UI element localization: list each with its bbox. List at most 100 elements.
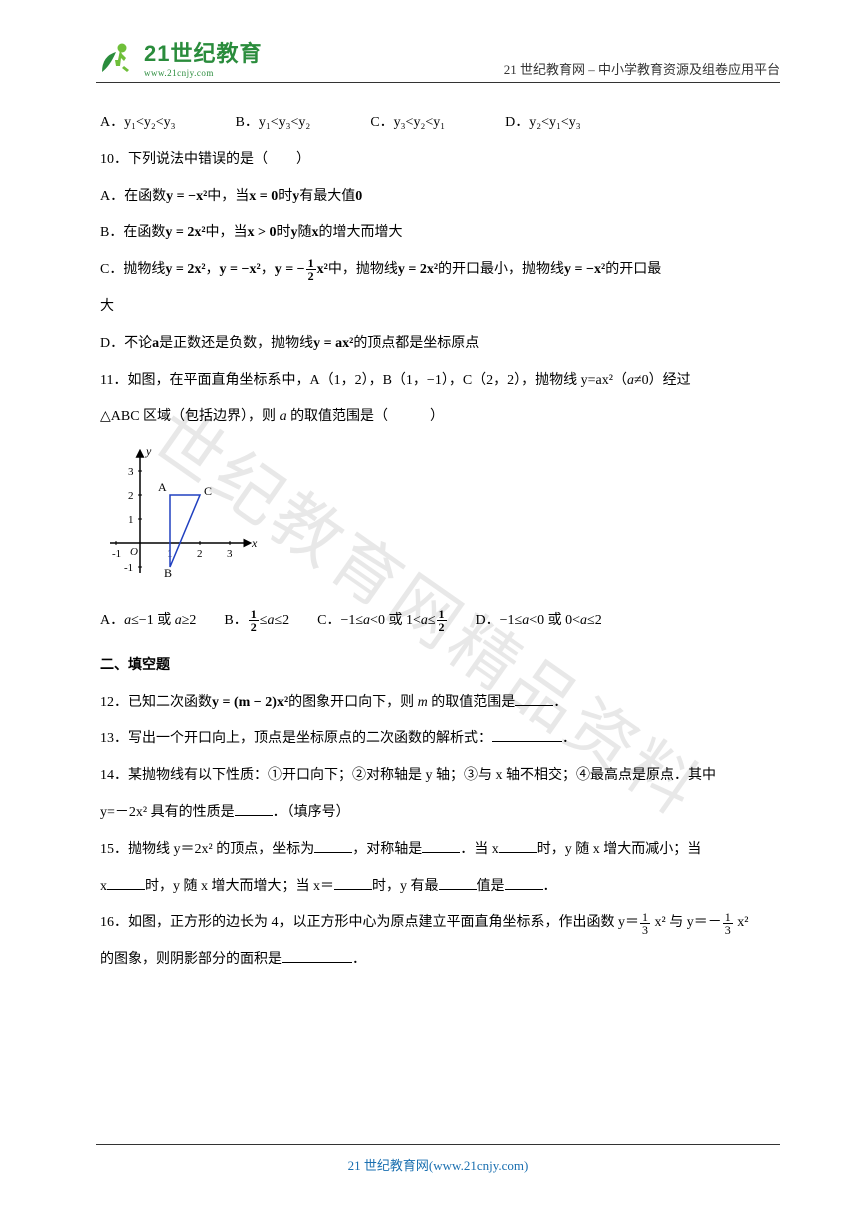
logo: 21世纪教育 www.21cnjy.com xyxy=(96,36,262,78)
text: ．（填序号） xyxy=(273,805,350,820)
text: 的开口最小，抛物线 xyxy=(438,262,564,277)
page-footer: 21 世纪教育网(www.21cnjy.com) xyxy=(96,1144,780,1174)
fraction: 13 xyxy=(640,911,650,936)
q10-stem: 10．下列说法中错误的是（ ） xyxy=(100,145,780,176)
fill-blank[interactable] xyxy=(235,802,273,816)
formula: y = (m − 2)x² xyxy=(212,695,288,710)
svg-text:2: 2 xyxy=(128,490,134,502)
var: a xyxy=(627,373,634,388)
formula: y = −x² xyxy=(220,262,261,277)
text: 的取值范围是（ ） xyxy=(290,409,444,424)
q10-opt-b: B．在函数y = 2x²中，当x > 0时y随x的增大而增大 xyxy=(100,218,780,249)
q11-stem-line1: 11．如图，在平面直角坐标系中，A（1，2），B（1，−1），C（2，2），抛物… xyxy=(100,366,780,397)
q15-line2: x时，y 随 x 增大而增大；当 x＝时，y 有最值是． xyxy=(100,872,780,903)
fill-blank[interactable] xyxy=(515,692,553,706)
text: 时，y 有最 xyxy=(372,879,439,894)
q11-stem-line2: △ABC 区域（包括边界），则 a 的取值范围是（ ） xyxy=(100,402,780,433)
text: ，对称轴是 xyxy=(352,842,422,857)
q10-opt-c-line2: 大 xyxy=(100,292,780,323)
q11-opt-d: D．−1≤a<0 或 0<a≤2 xyxy=(476,606,602,637)
footer-divider xyxy=(96,1144,780,1145)
formula: y = ax² xyxy=(313,336,353,351)
q9-options: A．y₁<y₂<y₃ B．y₁<y₃<y₂ C．y₃<y₂<y₁ D．y₂<y₁… xyxy=(100,108,780,139)
svg-text:A: A xyxy=(158,480,167,494)
page-header: 21世纪教育 www.21cnjy.com 21 世纪教育网 – 中小学教育资源… xyxy=(96,36,780,78)
q9-opt-c: C．y₃<y₂<y₁ xyxy=(370,108,445,139)
formula: y = 2x² xyxy=(398,262,438,277)
formula: x xyxy=(312,225,319,240)
text: A．在函数 xyxy=(100,189,166,204)
q11-opt-a: A．a≤−1 或 a≥2 xyxy=(100,606,196,637)
q9-opt-d: D．y₂<y₁<y₃ xyxy=(505,108,581,139)
q14-line2: y=－2x² 具有的性质是 ．（填序号） xyxy=(100,798,780,829)
text: 21 世纪教育网( xyxy=(348,1158,434,1173)
text: 的顶点都是坐标原点 xyxy=(353,336,479,351)
fill-blank[interactable] xyxy=(314,839,352,853)
q9-opt-b: B．y₁<y₃<y₂ xyxy=(236,108,311,139)
text: ． xyxy=(553,695,567,710)
q15-line1: 15．抛物线 y＝2x² 的顶点，坐标为 ，对称轴是 ．当 x 时，y 随 x 增大而… xyxy=(100,835,780,866)
var: m xyxy=(418,695,432,710)
text: x² 与 y＝－ xyxy=(651,915,722,930)
q14-line1: 14．某抛物线有以下性质：①开口向下；②对称轴是 y 轴；③与 x 轴不相交；④… xyxy=(100,761,780,792)
text: 时，y 随 x 增大而减小；当 xyxy=(537,842,702,857)
logo-text: 21世纪教育 www.21cnjy.com xyxy=(144,36,262,78)
footer-link: www.21cnjy.com xyxy=(433,1158,524,1173)
text: 的开口最 xyxy=(605,262,661,277)
text: B．在函数 xyxy=(100,225,165,240)
fill-blank[interactable] xyxy=(492,728,562,742)
text: 时 xyxy=(277,225,291,240)
svg-text:1: 1 xyxy=(128,514,134,526)
fill-blank[interactable] xyxy=(439,876,477,890)
fill-blank[interactable] xyxy=(422,839,460,853)
fill-blank[interactable] xyxy=(334,876,372,890)
formula: y = 2x² xyxy=(165,262,205,277)
text: 11．如图，在平面直角坐标系中，A（1，2），B（1，−1），C（2，2），抛物… xyxy=(100,373,627,388)
footer-text: 21 世纪教育网(www.21cnjy.com) xyxy=(96,1155,780,1174)
text: x xyxy=(100,879,107,894)
svg-text:-1: -1 xyxy=(124,562,133,574)
text: 时，y 随 x 增大而增大；当 x＝ xyxy=(145,879,334,894)
q11-graph: x y -1 1 2 3 1 2 3 -1 O A C B xyxy=(100,443,780,596)
svg-text:2: 2 xyxy=(197,548,203,560)
fill-blank[interactable] xyxy=(282,949,352,963)
formula: y = −x² xyxy=(166,189,207,204)
text: 是正数还是负数，抛物线 xyxy=(159,336,313,351)
svg-text:x: x xyxy=(251,536,258,550)
header-divider xyxy=(96,82,780,83)
text: ． xyxy=(562,731,576,746)
q11-opt-c: C．−1≤a<0 或 1<a≤12 xyxy=(317,606,447,637)
svg-text:B: B xyxy=(164,566,172,580)
text: 中，抛物线 xyxy=(328,262,398,277)
formula: x > 0 xyxy=(248,225,277,240)
text: C．抛物线 xyxy=(100,262,165,277)
svg-text:3: 3 xyxy=(128,466,134,478)
section-2-heading: 二、填空题 xyxy=(100,651,780,682)
text: ． xyxy=(352,952,366,967)
fill-blank[interactable] xyxy=(505,876,543,890)
text: 12．已知二次函数 xyxy=(100,695,212,710)
formula: x = 0 xyxy=(249,189,278,204)
fill-blank[interactable] xyxy=(499,839,537,853)
formula: y = 2x² xyxy=(165,225,205,240)
logo-main: 21世纪教育 xyxy=(144,36,262,68)
text: 15．抛物线 y＝2x² 的顶点，坐标为 xyxy=(100,842,314,857)
text: x² xyxy=(734,915,749,930)
q11-options: A．a≤−1 或 a≥2 B．12≤a≤2 C．−1≤a<0 或 1<a≤12 … xyxy=(100,606,780,637)
text: 中，当 xyxy=(206,225,248,240)
svg-text:y: y xyxy=(145,444,152,458)
text: 有最大值 xyxy=(299,189,355,204)
text: ) xyxy=(524,1158,528,1173)
q10-opt-d: D．不论a是正数还是负数，抛物线y = ax²的顶点都是坐标原点 xyxy=(100,329,780,360)
text: 时 xyxy=(278,189,292,204)
text: ．当 x xyxy=(460,842,499,857)
fill-blank[interactable] xyxy=(107,876,145,890)
text: ． xyxy=(543,879,557,894)
text: y=－2x² 具有的性质是 xyxy=(100,805,235,820)
text: 的增大而增大 xyxy=(319,225,403,240)
text: D．不论 xyxy=(100,336,152,351)
svg-text:C: C xyxy=(204,484,212,498)
text: 16．如图，正方形的边长为 4，以正方形中心为原点建立平面直角坐标系，作出函数 … xyxy=(100,915,639,930)
q10-opt-a: A．在函数y = −x²中，当x = 0时y有最大值0 xyxy=(100,182,780,213)
var: a xyxy=(280,409,291,424)
